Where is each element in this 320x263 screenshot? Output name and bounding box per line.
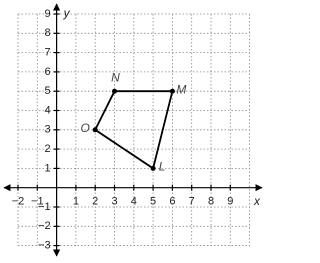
x-tick-label: −2 bbox=[12, 196, 25, 208]
y-tick-label: −1 bbox=[38, 201, 51, 213]
y-tick-label: 9 bbox=[44, 8, 50, 20]
y-tick-label: −3 bbox=[38, 240, 51, 252]
vertex-label: L bbox=[159, 160, 166, 174]
vertex-label: N bbox=[111, 70, 120, 84]
y-tick-label: 5 bbox=[44, 85, 50, 97]
axes: −2 −1 1 2 3 4 5 6 7 8 9 −3 −2 −1 1 2 3 4 5 6 7 8 9 x y bbox=[3, 3, 263, 257]
x-tick-label: 7 bbox=[189, 196, 195, 208]
vertex bbox=[92, 127, 98, 133]
marks: L M N O bbox=[81, 70, 187, 173]
y-tick-label: 4 bbox=[44, 104, 50, 116]
y-tick-label: 1 bbox=[44, 162, 50, 174]
y-tick-label: 8 bbox=[44, 27, 50, 39]
chart: −2 −1 1 2 3 4 5 6 7 8 9 −3 −2 −1 1 2 3 4 5 6 7 8 9 x y L M N O bbox=[3, 3, 263, 257]
x-axis-label: x bbox=[253, 194, 261, 208]
y-tick-label: 7 bbox=[44, 47, 50, 59]
y-tick-label: −2 bbox=[38, 220, 51, 232]
y-axis-label: y bbox=[63, 6, 71, 20]
x-tick-label: 8 bbox=[208, 196, 214, 208]
vertex-label: O bbox=[81, 121, 90, 135]
y-tick-label: 3 bbox=[44, 124, 50, 136]
x-tick-label: 9 bbox=[227, 196, 233, 208]
x-tick-label: 5 bbox=[150, 196, 156, 208]
vertex bbox=[150, 165, 156, 171]
y-tick-label: 2 bbox=[44, 143, 50, 155]
vertex bbox=[169, 88, 175, 94]
x-tick-label: 4 bbox=[131, 196, 137, 208]
vertex-label: M bbox=[176, 82, 186, 96]
x-tick-label: 3 bbox=[111, 196, 117, 208]
x-tick-label: 1 bbox=[73, 196, 79, 208]
x-tick-label: 6 bbox=[169, 196, 175, 208]
y-tick-label: 6 bbox=[44, 66, 50, 78]
vertex bbox=[112, 88, 117, 94]
grid bbox=[17, 13, 251, 247]
x-tick-label: 2 bbox=[92, 196, 98, 208]
x-tick-label: −1 bbox=[31, 196, 44, 208]
